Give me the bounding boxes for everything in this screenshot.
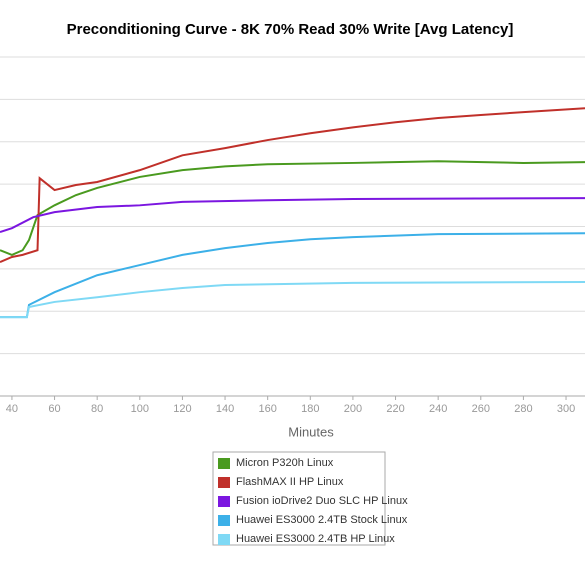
- legend-swatch: [218, 477, 230, 488]
- legend-swatch: [218, 515, 230, 526]
- x-tick-label: 280: [514, 403, 532, 415]
- line: [0, 232, 585, 319]
- x-tick-label: 160: [258, 403, 276, 415]
- legend-swatch: [218, 534, 230, 545]
- legend-label: Huawei ES3000 2.4TB Stock Linux: [236, 514, 408, 526]
- x-tick-label: 180: [301, 403, 319, 415]
- x-tick-label: 40: [6, 403, 18, 415]
- x-axis-label: Minutes: [288, 424, 334, 439]
- legend-label: FlashMAX II HP Linux: [236, 476, 344, 488]
- chart-title: Preconditioning Curve - 8K 70% Read 30% …: [67, 21, 514, 38]
- line: [0, 197, 585, 233]
- legend-swatch: [218, 458, 230, 469]
- legend-label: Fusion ioDrive2 Duo SLC HP Linux: [236, 495, 408, 507]
- x-tick-label: 100: [131, 403, 149, 415]
- x-tick-label: 220: [386, 403, 404, 415]
- line: [0, 107, 585, 264]
- legend-label: Micron P320h Linux: [236, 457, 334, 469]
- x-tick-label: 300: [557, 403, 575, 415]
- line: [0, 160, 585, 256]
- x-tick-label: 120: [173, 403, 191, 415]
- x-tick-label: 140: [216, 403, 234, 415]
- x-tick-label: 260: [472, 403, 490, 415]
- x-tick-label: 80: [91, 403, 103, 415]
- x-tick-label: 60: [48, 403, 60, 415]
- legend-swatch: [218, 496, 230, 507]
- x-tick-label: 200: [344, 403, 362, 415]
- x-tick-label: 240: [429, 403, 447, 415]
- legend-label: Huawei ES3000 2.4TB HP Linux: [236, 533, 395, 545]
- line: [0, 281, 585, 319]
- legend: [212, 451, 386, 546]
